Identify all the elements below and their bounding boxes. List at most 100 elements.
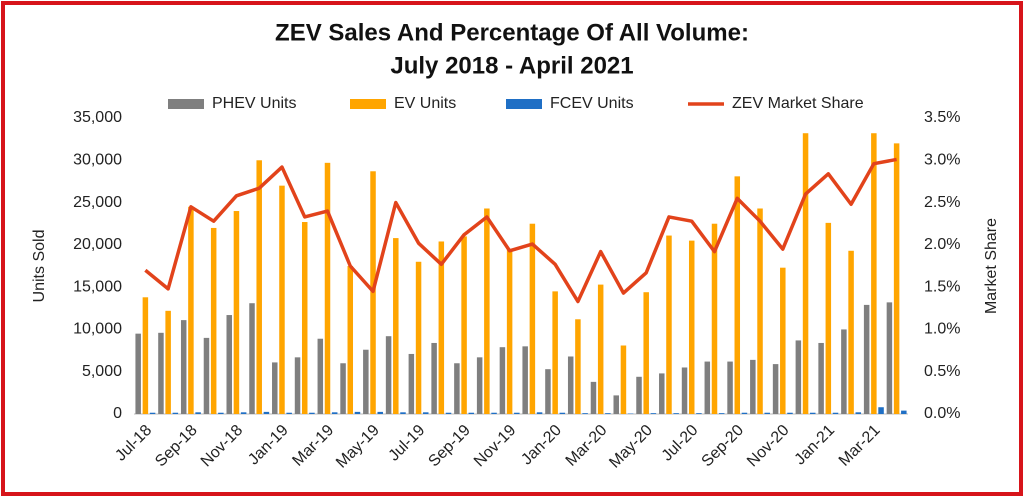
bar bbox=[734, 176, 741, 414]
bar bbox=[863, 304, 870, 414]
bar bbox=[636, 376, 642, 414]
bar bbox=[377, 411, 383, 414]
bar bbox=[363, 349, 369, 414]
y-axis-title: Units Sold bbox=[31, 230, 48, 303]
bar bbox=[454, 363, 460, 414]
bar bbox=[491, 412, 497, 414]
bar bbox=[757, 208, 763, 414]
bar bbox=[142, 297, 149, 414]
bar bbox=[301, 222, 308, 414]
bar bbox=[545, 369, 551, 414]
bar bbox=[848, 250, 854, 414]
legend-label: ZEV Market Share bbox=[732, 95, 864, 112]
bar bbox=[415, 261, 422, 414]
bar bbox=[400, 412, 406, 414]
bar bbox=[688, 240, 695, 414]
y-tick-label: 15,000 bbox=[73, 278, 122, 295]
bar bbox=[256, 160, 262, 414]
bar bbox=[567, 356, 574, 414]
y2-tick-label: 0.5% bbox=[924, 363, 960, 380]
chart-title: ZEV Sales And Percentage Of All Volume: bbox=[275, 19, 749, 46]
bar bbox=[597, 284, 604, 414]
bar bbox=[886, 302, 893, 414]
bar bbox=[605, 413, 611, 414]
bar bbox=[575, 319, 581, 414]
y-tick-label: 0 bbox=[113, 405, 122, 422]
bar bbox=[772, 364, 779, 414]
bar bbox=[499, 347, 506, 414]
bar bbox=[832, 412, 839, 414]
y-tick-label: 5,000 bbox=[82, 363, 122, 380]
y-tick-label: 20,000 bbox=[73, 236, 122, 253]
bar bbox=[263, 411, 270, 414]
bar bbox=[188, 206, 194, 414]
legend-swatch bbox=[168, 99, 204, 109]
legend-label: EV Units bbox=[394, 95, 456, 112]
legend-swatch bbox=[506, 99, 542, 109]
bar bbox=[871, 133, 877, 415]
y2-axis-title: Market Share bbox=[983, 218, 1000, 314]
bar bbox=[825, 222, 832, 414]
bar bbox=[149, 412, 156, 414]
bar bbox=[643, 292, 649, 414]
legend-label: PHEV Units bbox=[212, 95, 296, 112]
bar bbox=[673, 413, 679, 414]
y-tick-label: 30,000 bbox=[73, 152, 122, 169]
bar bbox=[461, 236, 467, 414]
bar bbox=[711, 223, 718, 414]
y-tick-label: 25,000 bbox=[73, 194, 122, 211]
bar bbox=[226, 315, 232, 414]
bar bbox=[279, 185, 285, 414]
bar bbox=[468, 412, 475, 414]
y2-tick-label: 3.0% bbox=[924, 152, 960, 169]
bar bbox=[650, 413, 657, 414]
legend-label: FCEV Units bbox=[550, 95, 634, 112]
bar bbox=[393, 238, 399, 414]
bar bbox=[659, 373, 665, 414]
bar bbox=[340, 363, 346, 414]
bar bbox=[750, 359, 756, 414]
bar bbox=[666, 235, 672, 414]
bar bbox=[408, 353, 415, 414]
bar bbox=[810, 412, 816, 414]
bar bbox=[522, 346, 528, 414]
bar bbox=[210, 227, 217, 414]
bar bbox=[718, 413, 725, 414]
bar bbox=[135, 333, 141, 414]
bar bbox=[514, 412, 520, 414]
bar bbox=[855, 412, 862, 414]
bar bbox=[506, 249, 513, 414]
bar bbox=[423, 412, 429, 414]
bar bbox=[331, 412, 338, 414]
bar bbox=[841, 329, 847, 414]
line bbox=[144, 157, 897, 304]
bar bbox=[158, 332, 164, 414]
bar bbox=[893, 143, 900, 414]
bar bbox=[233, 211, 240, 414]
bar bbox=[780, 267, 786, 414]
bar bbox=[484, 208, 490, 414]
bar bbox=[536, 412, 543, 414]
bar bbox=[445, 412, 452, 414]
bar bbox=[180, 320, 187, 414]
y2-tick-label: 3.5% bbox=[924, 109, 960, 126]
y2-tick-label: 1.0% bbox=[924, 321, 960, 338]
bar bbox=[272, 362, 278, 414]
bar bbox=[704, 361, 711, 414]
chart-title: July 2018 - April 2021 bbox=[390, 52, 633, 79]
bar bbox=[286, 412, 292, 414]
bar bbox=[249, 303, 255, 414]
bar bbox=[218, 412, 224, 414]
bar bbox=[741, 412, 748, 414]
y2-tick-label: 0.0% bbox=[924, 405, 960, 422]
bar bbox=[529, 223, 536, 414]
bar bbox=[818, 342, 824, 414]
y2-tick-label: 2.0% bbox=[924, 236, 960, 253]
bar bbox=[324, 162, 331, 414]
bar bbox=[681, 367, 688, 414]
bar bbox=[347, 266, 354, 414]
bar bbox=[901, 410, 907, 414]
bar bbox=[438, 241, 445, 414]
bar bbox=[203, 337, 210, 414]
